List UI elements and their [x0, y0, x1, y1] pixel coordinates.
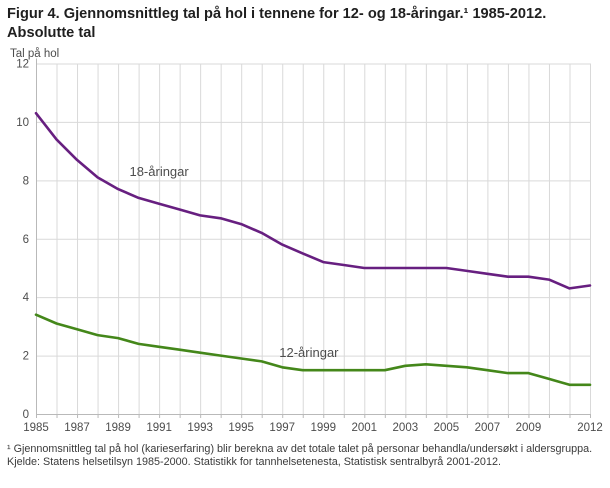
- svg-text:1997: 1997: [269, 422, 295, 434]
- source-text: Kjelde: Statens helsetilsyn 1985-2000. S…: [7, 456, 501, 468]
- svg-text:2003: 2003: [393, 422, 419, 434]
- x-tick-labels: 1985 1987 1989 1991 1993 1995 1997 1999 2001 2003…: [23, 422, 603, 434]
- svg-text:4: 4: [23, 292, 30, 304]
- svg-text:1995: 1995: [228, 422, 254, 434]
- series-line-18ringar: [34, 111, 592, 290]
- series-label-12ringar: 12-åringar: [279, 345, 339, 360]
- svg-text:1987: 1987: [64, 422, 90, 434]
- svg-text:2: 2: [23, 351, 29, 363]
- series-line-12ringar: [34, 313, 592, 387]
- svg-text:1999: 1999: [310, 422, 336, 434]
- figure-notes: ¹ Gjennomsnittleg tal på hol (karieserfa…: [7, 443, 603, 469]
- svg-text:8: 8: [23, 175, 29, 187]
- y-gridlines: [36, 63, 590, 415]
- y-axis-title: Tal på hol: [10, 48, 59, 60]
- svg-text:12: 12: [16, 59, 29, 71]
- svg-text:6: 6: [23, 234, 29, 246]
- svg-text:2009: 2009: [516, 422, 542, 434]
- y-tick-labels: 0 2 4 6 8 10 12: [16, 59, 29, 422]
- figure-title: Figur 4. Gjennomsnittleg tal på hol i te…: [7, 6, 547, 41]
- svg-text:1985: 1985: [23, 422, 49, 434]
- series-label-18ringar: 18-åringar: [129, 164, 189, 179]
- svg-text:1993: 1993: [187, 422, 213, 434]
- footnote-text: ¹ Gjennomsnittleg tal på hol (karieserfa…: [7, 443, 593, 455]
- svg-text:2012: 2012: [577, 422, 603, 434]
- svg-text:2007: 2007: [475, 422, 501, 434]
- svg-text:2005: 2005: [434, 422, 460, 434]
- svg-text:10: 10: [16, 117, 29, 129]
- svg-text:1989: 1989: [105, 422, 131, 434]
- axes: [36, 58, 590, 415]
- svg-text:0: 0: [23, 409, 29, 421]
- x-tick-marks: [36, 414, 591, 418]
- svg-text:1991: 1991: [146, 422, 172, 434]
- svg-text:2001: 2001: [351, 422, 377, 434]
